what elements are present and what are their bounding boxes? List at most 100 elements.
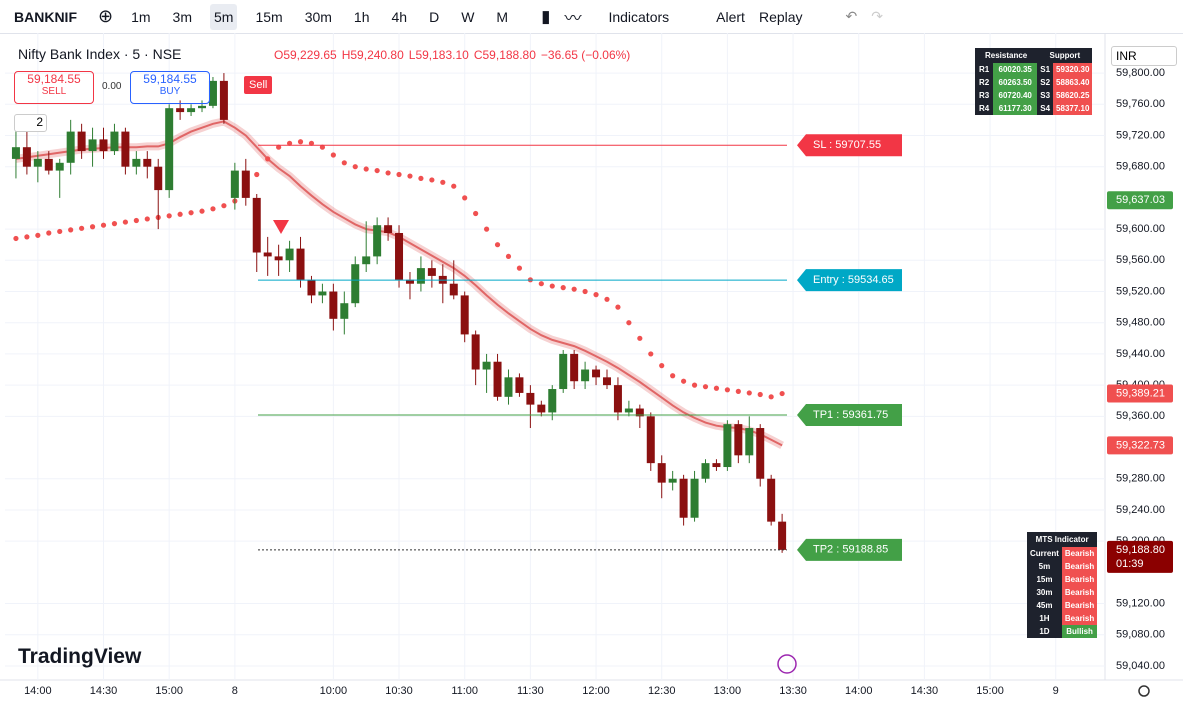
candle-body (395, 233, 404, 280)
line-icon[interactable]: 〰 (564, 9, 582, 28)
pivot-cell: 60020.35 (993, 63, 1038, 76)
sar-dot (341, 160, 347, 166)
price-label: 59,322.73 (1116, 439, 1165, 451)
sar-dot (111, 221, 118, 227)
intervals: 1m 3m 5m 15m 30m 1h 4h D W M (120, 3, 519, 30)
pivot-cell: 58377.10 (1053, 102, 1093, 115)
candle-body (734, 424, 743, 456)
candle-body (132, 158, 141, 167)
level-tag (797, 269, 902, 292)
pivot-header-cell: Support (1049, 51, 1081, 60)
interval[interactable]: 1m (131, 8, 151, 25)
y-tick-label: 59,800.00 (1116, 67, 1165, 79)
interval[interactable]: D (429, 8, 440, 25)
y-tick-label: 59,680.00 (1116, 161, 1165, 173)
buy-button[interactable]: 59,184.55 BUY (130, 71, 210, 104)
candle-body (219, 80, 228, 120)
x-tick-label: 15:00 (976, 685, 1004, 697)
level-tag (797, 134, 902, 157)
candle-body (635, 408, 644, 417)
pivot-cell: S4 (1040, 104, 1051, 113)
alert[interactable]: Alert (716, 8, 745, 25)
mts-row: 5m Bearish (1027, 560, 1098, 573)
sar-dot (604, 296, 610, 302)
replay[interactable]: Replay (758, 8, 803, 25)
y-tick-label: 59,720.00 (1116, 129, 1165, 141)
candle-body (296, 248, 305, 280)
sar-dot (659, 363, 665, 369)
mts-cell: Bearish (1061, 586, 1098, 599)
sar-dot (418, 175, 424, 181)
candle-body (230, 170, 239, 198)
undo[interactable]: ↶ (845, 8, 858, 24)
candle-body (77, 131, 86, 152)
y-tick-label: 59,440.00 (1116, 348, 1165, 360)
interval[interactable]: 15m (255, 8, 283, 25)
candle-body (712, 463, 721, 468)
layers-toggle[interactable]: 2 (14, 114, 47, 132)
interval[interactable]: 1h (353, 8, 370, 25)
candle-body (756, 428, 765, 479)
price-label-box (1107, 384, 1173, 403)
candle-body (526, 392, 535, 405)
interval[interactable]: 30m (304, 8, 332, 25)
lightning-icon (777, 654, 797, 674)
sar-dot (286, 140, 293, 146)
sar-dot (713, 385, 720, 391)
x-tick-label: 13:00 (714, 685, 742, 697)
pivot-table: Resistance Support R1 60020.35 S1 59320.30 R2 6… (975, 48, 1093, 115)
symbol[interactable]: BANKNIF (14, 8, 77, 25)
sar-dot (440, 179, 446, 185)
sell-label: SELL (41, 86, 67, 97)
candle-body (33, 158, 42, 167)
candle-body (537, 404, 546, 413)
sar-dot (24, 234, 30, 240)
candle-body (121, 131, 130, 167)
add-button[interactable]: ⊕ (98, 6, 114, 26)
sar-dot (330, 152, 336, 158)
candle-body (723, 424, 732, 468)
spread: 0.00 (102, 81, 122, 92)
candle-body (340, 303, 349, 319)
candle-icon[interactable]: ▮ (541, 6, 551, 26)
candle-body (570, 353, 579, 382)
sar-dot (188, 210, 194, 216)
sar-dot (746, 390, 752, 396)
candle-body (176, 108, 185, 113)
candle-body (66, 131, 75, 163)
candle-body (252, 197, 261, 253)
candle-body (778, 521, 787, 550)
x-tick-label: 14:00 (845, 685, 873, 697)
sar-dot (429, 177, 435, 183)
x-tick-label: 14:30 (90, 685, 118, 697)
interval[interactable]: M (496, 8, 509, 25)
sar-dot (560, 285, 566, 291)
candle-body (274, 256, 283, 261)
sar-dot (57, 228, 63, 235)
candle-body (745, 428, 754, 456)
sar-dot (177, 211, 183, 217)
sar-dot (319, 144, 326, 150)
candle-body (44, 158, 53, 171)
indicators[interactable]: Indicators (608, 8, 670, 25)
sell-button[interactable]: 59,184.55 SELL (14, 71, 94, 104)
candle-body (613, 385, 622, 413)
pivot-cell: 58620.25 (1053, 89, 1093, 102)
mts-cell: Bearish (1061, 573, 1098, 586)
sar-dot (626, 320, 632, 326)
sar-dot (615, 304, 621, 310)
price-label: 59,188.80 (1116, 544, 1165, 556)
currency-select[interactable]: INR (1111, 46, 1177, 66)
interval[interactable]: W (461, 8, 475, 25)
sar-dot (702, 384, 709, 390)
sar-dot (68, 227, 74, 233)
x-tick-label: 15:00 (155, 685, 183, 697)
redo[interactable]: ↷ (871, 8, 884, 24)
interval[interactable]: 4h (391, 8, 408, 25)
interval[interactable]: 3m (172, 8, 192, 25)
sar-dot (505, 253, 512, 260)
level-tag (797, 403, 902, 426)
candle-body (405, 279, 414, 284)
interval[interactable]: 5m (210, 3, 238, 30)
sar-dot (122, 219, 128, 225)
